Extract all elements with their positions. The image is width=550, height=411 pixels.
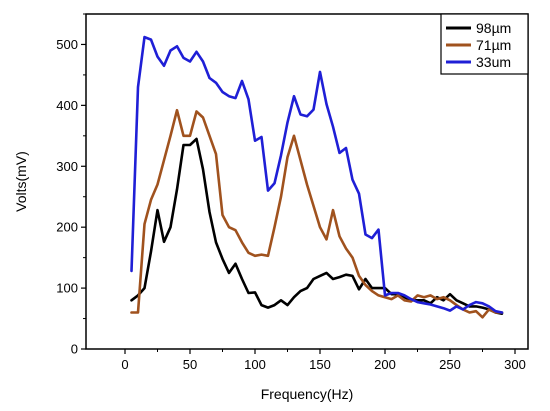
y-tick-label: 0: [71, 342, 78, 357]
y-tick-label: 400: [56, 98, 78, 113]
series-line-0: [130, 137, 504, 316]
x-tick-label: 150: [309, 357, 331, 372]
x-tick-label: 200: [374, 357, 396, 372]
x-tick-label: 50: [183, 357, 197, 372]
series-layer: [130, 35, 504, 319]
y-tick-label: 100: [56, 281, 78, 296]
ticks-layer: 0 50 100 150 200 250 300 0 100 200 300 400 500: [56, 13, 526, 372]
series-line-2: [130, 35, 504, 314]
legend-label: 71µm: [476, 37, 511, 53]
x-tick-label: 250: [439, 357, 461, 372]
y-tick-label: 200: [56, 220, 78, 235]
x-tick-label: 300: [504, 357, 526, 372]
y-tick-label: 300: [56, 159, 78, 174]
plot-frame: [85, 13, 529, 350]
legend-label: 33um: [476, 54, 511, 70]
x-tick-label: 0: [121, 357, 128, 372]
y-tick-label: 500: [56, 37, 78, 52]
series-line-1: [130, 108, 504, 319]
x-axis-title: Frequency(Hz): [261, 386, 354, 402]
legend-label: 98µm: [476, 20, 511, 36]
x-tick-label: 100: [244, 357, 266, 372]
y-axis-title: Volts(mV): [13, 151, 29, 212]
